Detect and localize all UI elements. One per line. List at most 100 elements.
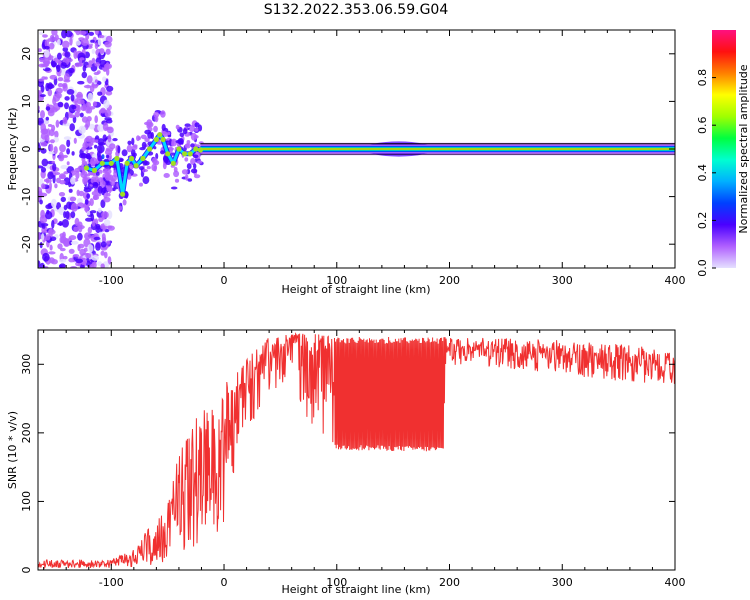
signal-speckle [139, 166, 144, 171]
noise-speckle [91, 190, 99, 196]
noise-speckle [66, 89, 75, 95]
noise-speckle [66, 139, 71, 148]
noise-speckle [41, 225, 46, 229]
noise-speckle [58, 264, 63, 268]
signal-speckle [98, 138, 104, 146]
noise-speckle [70, 176, 76, 185]
noise-speckle [66, 201, 72, 209]
noise-speckle [84, 206, 89, 212]
noise-speckle [51, 160, 56, 164]
noise-speckle [73, 30, 80, 33]
noise-speckle [88, 60, 93, 66]
noise-speckle [94, 30, 100, 36]
noise-speckle [100, 263, 105, 268]
signal-speckle [162, 162, 167, 170]
noise-speckle [39, 262, 46, 268]
noise-speckle [92, 101, 97, 107]
signal-speckle [142, 176, 150, 185]
noise-speckle [89, 106, 96, 110]
noise-speckle [93, 236, 101, 241]
noise-speckle [60, 196, 66, 203]
noise-speckle [86, 64, 93, 68]
snr-y-tick-label: 300 [20, 354, 33, 375]
spectrogram-y-tick-label: 10 [20, 94, 33, 108]
snr-frame [37, 329, 676, 571]
signal-speckle [194, 122, 200, 128]
spectrogram-y-tick-label: 20 [20, 47, 33, 61]
signal-speckle [170, 186, 178, 190]
noise-speckle [61, 40, 70, 49]
noise-speckle [79, 57, 85, 61]
signal-speckle [127, 140, 132, 145]
ridge-point [133, 163, 139, 169]
noise-speckle [38, 144, 41, 153]
signal-speckle [105, 154, 110, 159]
noise-speckle [101, 233, 106, 241]
noise-speckle [47, 171, 54, 180]
noise-speckle [103, 219, 111, 227]
signal-speckle [102, 134, 107, 142]
signal-speckle [93, 139, 100, 143]
ridge-point [176, 146, 182, 152]
noise-speckle [39, 94, 46, 98]
noise-speckle [78, 30, 87, 35]
noise-speckle [60, 164, 68, 170]
noise-speckle [62, 47, 69, 52]
noise-speckle [81, 71, 88, 79]
noise-speckle [73, 226, 79, 232]
noise-speckle [48, 151, 56, 155]
colorbar-ticks: 0.0 0.2 0.4 0.6 0.8 [696, 69, 716, 277]
noise-speckle [93, 71, 100, 76]
spectrogram-x-tick-label: 100 [326, 274, 347, 287]
noise-speckle [61, 219, 69, 228]
signal-speckle [151, 157, 158, 165]
ridge-point [99, 160, 105, 166]
noise-speckle [69, 196, 77, 202]
noise-speckle [74, 217, 80, 227]
noise-speckle [52, 174, 56, 184]
signal-speckle [97, 186, 103, 194]
signal-speckle [117, 145, 121, 154]
noise-speckle [80, 38, 89, 46]
noise-speckle [77, 80, 85, 85]
signal-speckle [121, 149, 128, 157]
noise-speckle [62, 84, 68, 92]
noise-speckle [49, 74, 58, 80]
spectrogram-x-tick-label: -100 [99, 274, 124, 287]
noise-speckle [86, 75, 93, 84]
signal-speckle [84, 142, 89, 149]
signal-speckle [112, 187, 116, 192]
noise-speckle [70, 94, 75, 102]
snr-x-tick-label: 400 [665, 576, 686, 589]
noise-speckle [107, 256, 112, 265]
noise-speckle [62, 255, 68, 260]
signal-speckle [83, 186, 89, 190]
noise-speckle [103, 99, 110, 109]
noise-speckle [69, 36, 73, 46]
signal-speckle [190, 158, 196, 165]
signal-speckle [192, 154, 199, 159]
signal-speckle [186, 163, 192, 170]
signal-speckle [185, 174, 189, 181]
signal-speckle [97, 155, 103, 162]
snr-y-tick-label: 0 [20, 567, 33, 574]
signal-speckle [194, 127, 199, 132]
noise-speckle [68, 248, 75, 254]
noise-speckle [105, 62, 110, 70]
noise-speckle [48, 42, 55, 50]
signal-speckle [160, 150, 165, 155]
noise-speckle [56, 209, 65, 213]
noise-speckle [63, 238, 69, 247]
noise-speckle [65, 210, 70, 220]
noise-speckle [54, 183, 58, 189]
signal-speckle [193, 163, 197, 169]
noise-speckle [90, 39, 95, 43]
noise-speckle [104, 228, 110, 233]
signal-speckle [95, 171, 100, 176]
snr-x-label: Height of straight line (km) [281, 583, 430, 596]
noise-speckle [85, 253, 92, 259]
spectrogram-x-tick-label: 300 [552, 274, 573, 287]
noise-speckle [75, 170, 80, 180]
noise-speckle [89, 198, 94, 207]
